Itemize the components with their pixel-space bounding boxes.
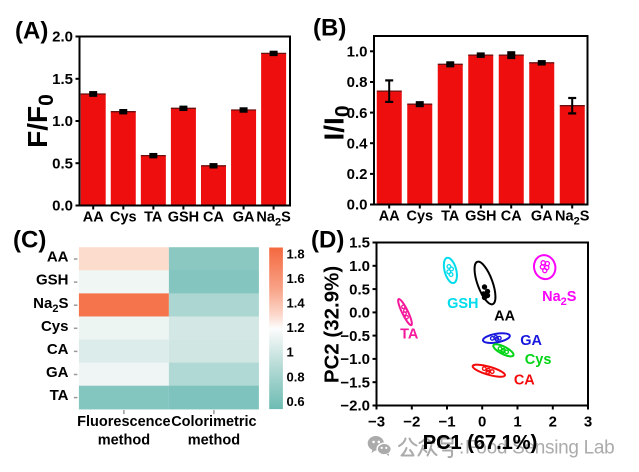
svg-text:0: 0 [478, 414, 486, 431]
svg-text:Food Sensing Lab: Food Sensing Lab [465, 438, 614, 459]
svg-text:1.5: 1.5 [349, 235, 370, 252]
svg-text:TA: TA [144, 210, 163, 226]
svg-text:1.2: 1.2 [287, 320, 305, 335]
svg-text:0.4: 0.4 [347, 135, 369, 152]
svg-text:CA: CA [203, 210, 224, 226]
svg-text:Colorimetric: Colorimetric [171, 414, 256, 430]
svg-text:0.8: 0.8 [347, 74, 368, 91]
svg-text:2: 2 [549, 414, 557, 431]
svg-text:GSH: GSH [36, 272, 69, 289]
svg-text:Na2S: Na2S [542, 289, 577, 308]
svg-text:0.5: 0.5 [349, 281, 370, 298]
svg-text:0.0: 0.0 [347, 197, 368, 214]
svg-text:Na2S: Na2S [555, 209, 590, 228]
svg-text:AA: AA [83, 210, 104, 226]
svg-text:1: 1 [287, 345, 294, 360]
svg-text:1.0: 1.0 [349, 258, 370, 275]
svg-text:Cys: Cys [525, 352, 552, 368]
svg-text:0.0: 0.0 [52, 198, 73, 215]
svg-text:1: 1 [513, 414, 521, 431]
svg-text:Cys: Cys [110, 210, 137, 226]
svg-text:GA: GA [531, 209, 553, 225]
svg-text:Cys: Cys [406, 209, 433, 225]
svg-text:(C): (C) [13, 227, 46, 254]
svg-text:−0.5: −0.5 [340, 328, 370, 345]
svg-text:AA: AA [494, 308, 515, 324]
svg-text:−1.0: −1.0 [340, 351, 370, 368]
svg-text:GSH: GSH [168, 210, 199, 226]
svg-text:(A): (A) [15, 18, 48, 45]
svg-text:Na2S: Na2S [256, 210, 291, 229]
svg-text:CA: CA [514, 372, 535, 388]
svg-text:method: method [98, 432, 150, 448]
svg-text:CA: CA [501, 209, 522, 225]
svg-text:2.0: 2.0 [52, 29, 73, 46]
svg-text:CA: CA [47, 341, 69, 358]
svg-text:Cys: Cys [41, 318, 69, 335]
svg-text:GA: GA [233, 210, 255, 226]
svg-text:(D): (D) [311, 227, 344, 254]
svg-text:1.6: 1.6 [287, 271, 305, 286]
svg-text:1.4: 1.4 [287, 296, 306, 311]
svg-text:(B): (B) [313, 15, 346, 42]
svg-text:0.2: 0.2 [347, 166, 368, 183]
svg-text:−2: −2 [403, 414, 420, 431]
svg-text:GSH: GSH [447, 296, 478, 312]
svg-text:−3: −3 [368, 414, 385, 431]
svg-text:0.8: 0.8 [287, 369, 305, 384]
svg-text:0.6: 0.6 [347, 105, 368, 122]
svg-text:1.5: 1.5 [52, 71, 73, 88]
svg-text:TA: TA [50, 387, 69, 404]
svg-text:0.6: 0.6 [287, 394, 305, 409]
svg-text:PC2 (32.9%): PC2 (32.9%) [321, 266, 344, 383]
svg-text:PC1 (67.1%): PC1 (67.1%) [423, 432, 538, 454]
svg-text:Fluorescence: Fluorescence [77, 414, 171, 430]
svg-text:TA: TA [441, 209, 460, 225]
svg-text:−1: −1 [438, 414, 455, 431]
svg-text:AA: AA [379, 209, 400, 225]
svg-text:method: method [188, 432, 240, 448]
svg-text:AA: AA [47, 249, 69, 266]
svg-text:GSH: GSH [465, 209, 496, 225]
svg-text:0.5: 0.5 [52, 155, 73, 172]
svg-text:−1.5: −1.5 [340, 374, 370, 391]
svg-text:−2.0: −2.0 [340, 398, 370, 415]
svg-text:1.0: 1.0 [52, 113, 73, 130]
svg-text:0.0: 0.0 [349, 305, 370, 322]
svg-text:TA: TA [400, 326, 419, 342]
svg-text:1.8: 1.8 [287, 246, 305, 261]
svg-text:GA: GA [46, 364, 69, 381]
svg-text:1.0: 1.0 [347, 44, 368, 61]
svg-text:GA: GA [520, 333, 542, 349]
svg-text:Na2S: Na2S [33, 295, 68, 315]
svg-text:3: 3 [584, 414, 592, 431]
svg-text::: : [459, 438, 464, 459]
